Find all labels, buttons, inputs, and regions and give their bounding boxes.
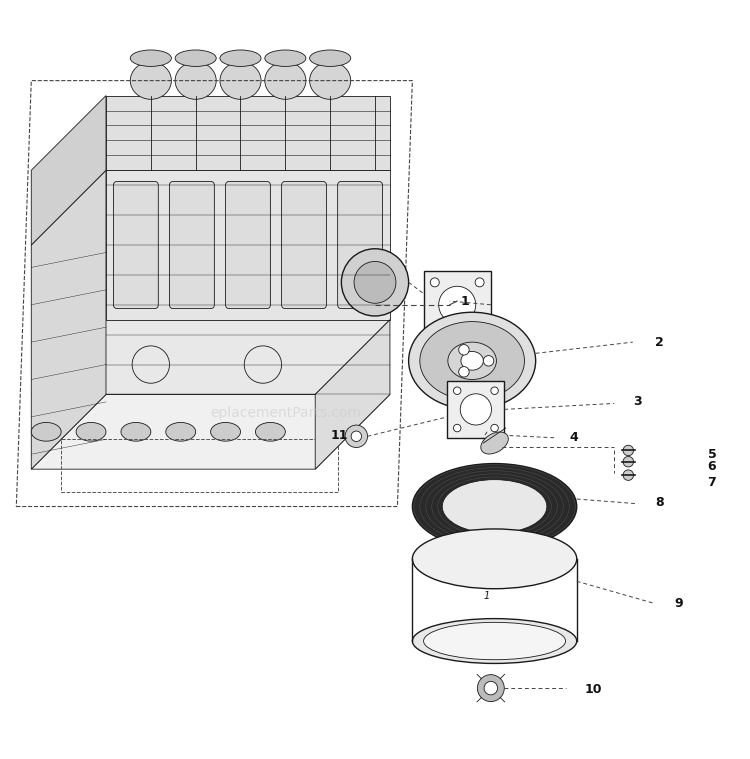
- Circle shape: [623, 470, 634, 480]
- Ellipse shape: [481, 432, 508, 454]
- Ellipse shape: [413, 619, 577, 663]
- FancyBboxPatch shape: [113, 181, 158, 308]
- Circle shape: [483, 355, 494, 366]
- Circle shape: [476, 323, 484, 332]
- Ellipse shape: [442, 480, 547, 534]
- Circle shape: [623, 446, 634, 455]
- Ellipse shape: [265, 62, 306, 99]
- Text: 4: 4: [569, 430, 578, 443]
- Text: 3: 3: [633, 395, 641, 408]
- Text: 2: 2: [656, 335, 664, 348]
- Polygon shape: [32, 320, 390, 395]
- Polygon shape: [32, 170, 106, 469]
- Text: 1: 1: [484, 591, 490, 601]
- Circle shape: [623, 456, 634, 467]
- Ellipse shape: [461, 351, 483, 370]
- Text: 9: 9: [674, 597, 682, 610]
- Ellipse shape: [166, 423, 196, 441]
- Ellipse shape: [448, 342, 497, 380]
- Circle shape: [460, 394, 491, 425]
- Text: 10: 10: [584, 683, 602, 696]
- Ellipse shape: [76, 423, 106, 441]
- Circle shape: [476, 278, 484, 287]
- Ellipse shape: [256, 423, 285, 441]
- Text: 7: 7: [707, 476, 716, 489]
- Ellipse shape: [420, 322, 524, 400]
- Polygon shape: [32, 96, 106, 245]
- Ellipse shape: [121, 423, 151, 441]
- Text: 1: 1: [461, 294, 470, 307]
- Polygon shape: [315, 320, 390, 469]
- Circle shape: [454, 387, 461, 395]
- Polygon shape: [32, 395, 390, 469]
- Ellipse shape: [409, 312, 536, 409]
- Circle shape: [345, 425, 368, 448]
- Circle shape: [454, 424, 461, 432]
- FancyBboxPatch shape: [338, 181, 382, 308]
- FancyBboxPatch shape: [170, 181, 214, 308]
- Circle shape: [439, 286, 476, 323]
- Circle shape: [459, 367, 470, 377]
- Circle shape: [477, 675, 504, 701]
- Ellipse shape: [220, 50, 261, 67]
- Ellipse shape: [175, 62, 216, 99]
- Ellipse shape: [310, 62, 351, 99]
- Circle shape: [341, 249, 409, 316]
- Circle shape: [484, 682, 497, 694]
- Circle shape: [430, 323, 439, 332]
- Circle shape: [351, 431, 361, 442]
- Circle shape: [490, 387, 498, 395]
- FancyBboxPatch shape: [281, 181, 326, 308]
- Polygon shape: [106, 96, 390, 170]
- Ellipse shape: [310, 50, 351, 67]
- Bar: [424, 271, 490, 339]
- Ellipse shape: [175, 50, 216, 67]
- Ellipse shape: [211, 423, 241, 441]
- Ellipse shape: [413, 529, 577, 589]
- Ellipse shape: [220, 62, 261, 99]
- Ellipse shape: [130, 50, 172, 67]
- Ellipse shape: [130, 62, 172, 99]
- Polygon shape: [106, 170, 390, 320]
- Circle shape: [490, 424, 498, 432]
- Circle shape: [459, 345, 470, 355]
- FancyBboxPatch shape: [226, 181, 271, 308]
- Ellipse shape: [413, 464, 577, 550]
- Text: 6: 6: [707, 461, 716, 474]
- Text: 11: 11: [330, 429, 348, 442]
- Circle shape: [354, 261, 396, 304]
- Text: 5: 5: [707, 448, 716, 461]
- Bar: [448, 381, 504, 438]
- Text: 8: 8: [656, 496, 664, 509]
- Circle shape: [430, 278, 439, 287]
- Text: eplacementParts.com: eplacementParts.com: [211, 406, 362, 420]
- Ellipse shape: [32, 423, 62, 441]
- Ellipse shape: [424, 622, 566, 660]
- Ellipse shape: [265, 50, 306, 67]
